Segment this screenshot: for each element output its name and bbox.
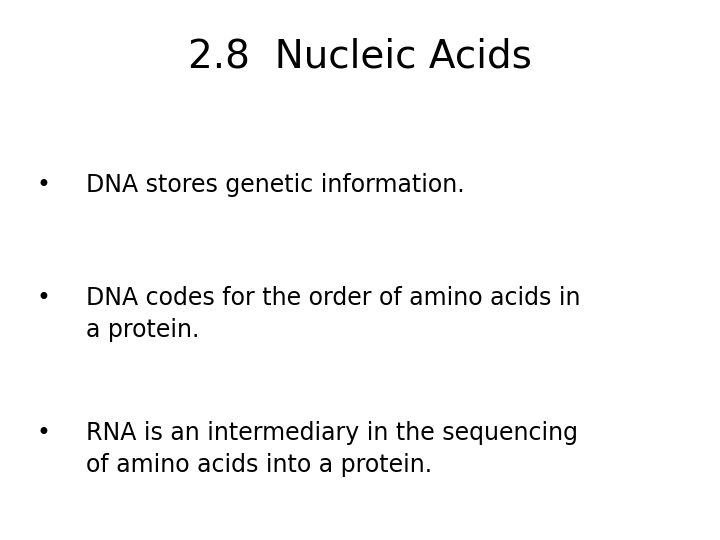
Text: 2.8  Nucleic Acids: 2.8 Nucleic Acids bbox=[188, 38, 532, 76]
Text: •: • bbox=[36, 421, 50, 445]
Text: •: • bbox=[36, 173, 50, 197]
Text: •: • bbox=[36, 286, 50, 310]
Text: DNA codes for the order of amino acids in
a protein.: DNA codes for the order of amino acids i… bbox=[86, 286, 581, 342]
Text: RNA is an intermediary in the sequencing
of amino acids into a protein.: RNA is an intermediary in the sequencing… bbox=[86, 421, 578, 477]
Text: DNA stores genetic information.: DNA stores genetic information. bbox=[86, 173, 465, 197]
